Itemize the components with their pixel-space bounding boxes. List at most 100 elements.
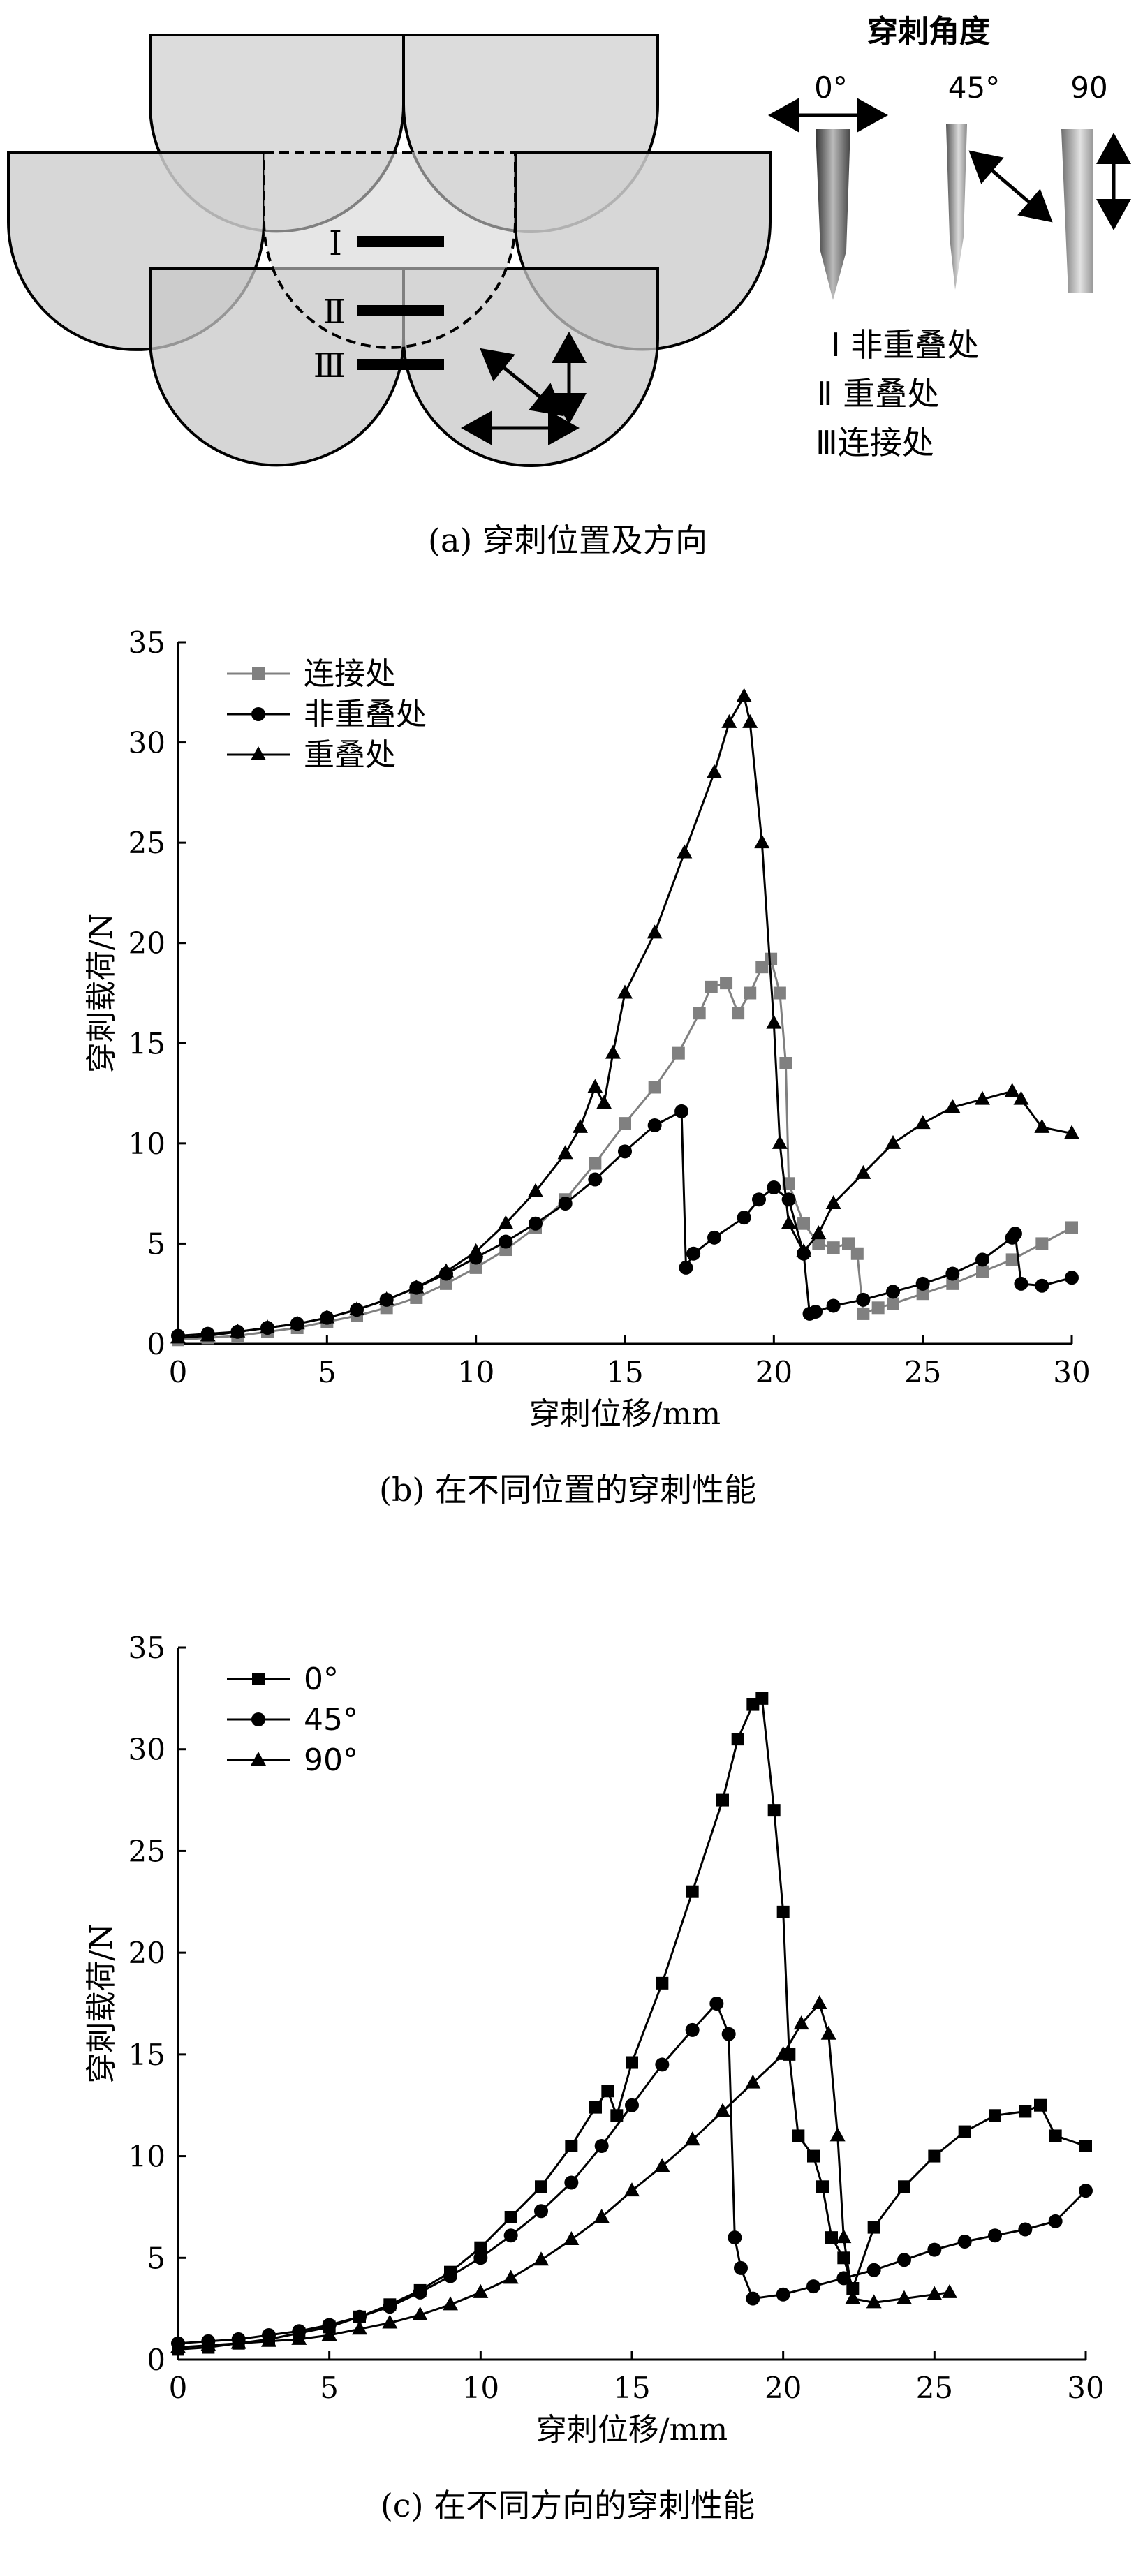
data-point (319, 1309, 335, 1324)
legend-junction: Ⅲ连接处 (816, 424, 934, 461)
data-point (504, 2211, 517, 2223)
x-tick-label: 25 (916, 2371, 953, 2405)
legend-label: 连接处 (304, 656, 396, 692)
data-point (468, 1243, 484, 1257)
data-point (686, 1246, 701, 1261)
data-point (773, 986, 786, 1000)
legend-marker (251, 1752, 266, 1766)
data-point (716, 1793, 729, 1807)
data-point (737, 1211, 751, 1225)
data-point (707, 1230, 721, 1245)
data-point (605, 1044, 621, 1059)
data-point (1013, 1090, 1029, 1105)
data-point (715, 2103, 730, 2117)
data-point (806, 2279, 820, 2294)
series-line (177, 693, 1072, 1339)
data-point (827, 1241, 840, 1254)
y-tick-label: 0 (147, 1327, 165, 1361)
legend-label: 45° (304, 1702, 358, 1738)
blade-90-deg (1061, 129, 1093, 293)
data-point (825, 1195, 841, 1209)
data-point (1019, 2105, 1032, 2118)
x-tick-label: 10 (457, 1355, 494, 1389)
data-point (170, 2339, 186, 2353)
data-point (942, 2283, 957, 2298)
data-point (610, 2109, 624, 2122)
data-point (474, 2241, 487, 2254)
data-point (928, 2149, 941, 2163)
arrow-diagonal (480, 348, 564, 417)
x-tick-label: 15 (613, 2371, 650, 2405)
data-point (498, 1215, 514, 1229)
data-point (557, 1145, 573, 1160)
x-tick-label: 5 (318, 1355, 337, 1389)
data-point (897, 2253, 911, 2267)
y-tick-label: 35 (128, 1631, 165, 1665)
data-point (588, 1172, 603, 1187)
y-tick-label: 30 (128, 726, 165, 760)
data-point (765, 952, 778, 965)
data-point (1079, 2184, 1093, 2198)
data-point (469, 1261, 482, 1274)
data-point (563, 2231, 580, 2246)
y-tick-label: 10 (128, 1127, 165, 1161)
data-point (829, 2127, 846, 2142)
data-point (596, 1095, 612, 1109)
data-point (866, 2294, 882, 2309)
data-point (796, 1243, 811, 1257)
data-point (679, 1260, 693, 1275)
data-point (988, 2228, 1002, 2243)
data-point (1049, 2129, 1062, 2142)
data-point (473, 2251, 488, 2265)
data-point (1018, 2222, 1033, 2237)
legend-label: 非重叠处 (304, 697, 427, 732)
data-point (781, 1192, 796, 1207)
overlapping-scales-diagram (7, 34, 772, 467)
data-point (866, 2263, 881, 2277)
data-point (744, 986, 757, 1000)
legend-marker (251, 707, 265, 721)
data-point (503, 2228, 518, 2243)
series-line (177, 2001, 950, 2348)
data-point (684, 2131, 700, 2146)
data-point (826, 1298, 841, 1313)
series-2 (170, 688, 1079, 1344)
data-point (533, 2251, 549, 2266)
data-point (617, 984, 633, 999)
legend-overlap: Ⅱ 重叠处 (817, 375, 939, 413)
legend-label: 重叠处 (304, 737, 396, 773)
data-point (915, 1115, 931, 1130)
data-point (842, 1237, 855, 1250)
data-point (587, 1079, 603, 1093)
angle-label-45: 45° (948, 71, 1000, 105)
data-point (742, 713, 758, 728)
data-point (443, 2296, 458, 2311)
data-point (721, 2027, 736, 2041)
data-point (720, 977, 733, 990)
data-point (734, 2260, 748, 2275)
legend-marker (252, 667, 265, 680)
data-point (528, 1183, 543, 1197)
legend-nonoverlap: Ⅰ 非重叠处 (831, 326, 979, 364)
x-tick-label: 5 (320, 2371, 339, 2405)
data-point (170, 1329, 186, 1344)
data-point (976, 1265, 989, 1278)
panel-a-diagram: Ⅰ Ⅱ Ⅲ 穿刺角度 0° 45° 90 (7, 14, 1131, 559)
x-tick-label: 25 (904, 1355, 941, 1389)
data-point (705, 980, 718, 993)
data-point (230, 2334, 246, 2349)
data-point (1034, 2098, 1047, 2112)
data-point (836, 2229, 852, 2244)
series-line (177, 2001, 1087, 2345)
marker-bar-2 (357, 305, 444, 316)
data-point (589, 2101, 602, 2114)
legend-label: 0° (304, 1661, 339, 1697)
data-point (793, 2015, 809, 2030)
data-point (654, 2158, 670, 2172)
data-point (686, 1885, 699, 1898)
data-point (776, 1905, 790, 1918)
angle-title: 穿刺角度 (867, 14, 990, 50)
data-point (897, 2290, 912, 2304)
data-point (564, 2175, 579, 2190)
data-point (820, 2025, 836, 2040)
